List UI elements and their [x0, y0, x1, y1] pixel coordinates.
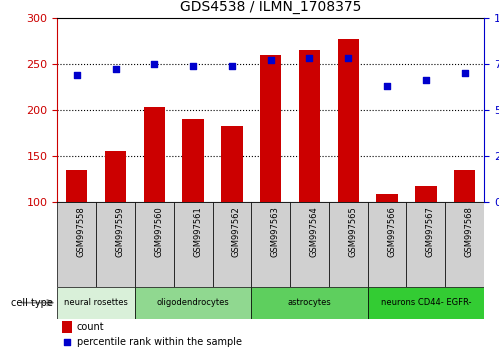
- Point: [189, 63, 197, 68]
- Bar: [415, 186, 437, 202]
- Text: oligodendrocytes: oligodendrocytes: [157, 298, 230, 307]
- Bar: [454, 170, 476, 202]
- Bar: [251, 287, 368, 319]
- Text: cell type: cell type: [10, 298, 52, 308]
- Bar: [174, 202, 213, 287]
- Point: [63, 340, 71, 346]
- Title: GDS4538 / ILMN_1708375: GDS4538 / ILMN_1708375: [180, 0, 361, 14]
- Bar: [135, 202, 174, 287]
- Text: GSM997568: GSM997568: [465, 206, 474, 257]
- Text: percentile rank within the sample: percentile rank within the sample: [76, 337, 242, 348]
- Bar: [368, 202, 407, 287]
- Point: [112, 67, 120, 72]
- Text: astrocytes: astrocytes: [287, 298, 331, 307]
- Text: GSM997564: GSM997564: [309, 206, 318, 257]
- Point: [344, 55, 352, 61]
- Bar: [329, 202, 368, 287]
- Bar: [338, 39, 359, 202]
- Bar: [62, 321, 72, 333]
- Text: neurons CD44- EGFR-: neurons CD44- EGFR-: [381, 298, 471, 307]
- Bar: [183, 119, 204, 202]
- Bar: [221, 126, 243, 202]
- Text: GSM997561: GSM997561: [193, 206, 202, 257]
- Bar: [260, 55, 281, 202]
- Text: GSM997565: GSM997565: [348, 206, 357, 257]
- Bar: [290, 202, 329, 287]
- Bar: [96, 202, 135, 287]
- Text: count: count: [76, 322, 104, 332]
- Text: GSM997560: GSM997560: [154, 206, 163, 257]
- Point: [228, 63, 236, 68]
- Bar: [445, 202, 484, 287]
- Point: [73, 72, 81, 78]
- Point: [150, 61, 158, 67]
- Point: [383, 83, 391, 88]
- Text: GSM997562: GSM997562: [232, 206, 241, 257]
- Text: neural rosettes: neural rosettes: [64, 298, 128, 307]
- Text: GSM997563: GSM997563: [270, 206, 280, 257]
- Point: [266, 57, 274, 63]
- Bar: [135, 287, 251, 319]
- Point: [305, 55, 313, 61]
- Bar: [376, 194, 398, 202]
- Bar: [66, 170, 87, 202]
- Text: GSM997558: GSM997558: [77, 206, 86, 257]
- Bar: [299, 50, 320, 202]
- Bar: [105, 151, 126, 202]
- Point: [461, 70, 469, 76]
- Text: GSM997559: GSM997559: [116, 206, 125, 257]
- Point: [422, 78, 430, 83]
- Bar: [57, 287, 135, 319]
- Bar: [407, 202, 445, 287]
- Bar: [144, 107, 165, 202]
- Text: GSM997566: GSM997566: [387, 206, 396, 257]
- Text: GSM997567: GSM997567: [426, 206, 435, 257]
- Bar: [213, 202, 251, 287]
- Bar: [57, 202, 96, 287]
- Bar: [368, 287, 484, 319]
- Bar: [251, 202, 290, 287]
